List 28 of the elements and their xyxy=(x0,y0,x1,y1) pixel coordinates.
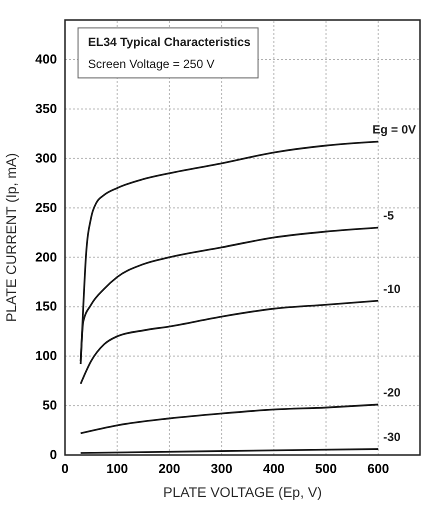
series-label: Eg = 0V xyxy=(372,122,416,137)
x-tick-label: 300 xyxy=(210,461,232,476)
y-tick-label: 350 xyxy=(35,100,57,116)
x-tick-label: 100 xyxy=(106,461,128,476)
x-axis-title: PLATE VOLTAGE (Ep, V) xyxy=(163,484,322,500)
y-tick-label: 400 xyxy=(35,52,57,67)
x-tick-label: 600 xyxy=(367,461,390,476)
line-series xyxy=(80,300,380,385)
annotation: EL34 Typical Characteristics xyxy=(88,34,251,49)
x-tick-label: 0 xyxy=(61,461,69,476)
y-tick-label: 0 xyxy=(50,447,57,462)
line-series xyxy=(80,404,380,434)
y-tick-label: 300 xyxy=(35,150,57,166)
series-label: -20 xyxy=(383,386,401,400)
y-tick-label: 150 xyxy=(35,298,57,314)
x-tick-label: 400 xyxy=(262,461,285,476)
series-label: -5 xyxy=(383,208,394,223)
y-tick-label: 200 xyxy=(35,249,57,264)
series-label: -30 xyxy=(383,430,401,444)
series-label: -10 xyxy=(383,282,401,296)
y-tick-label: 50 xyxy=(42,398,57,413)
y-tick-label: 250 xyxy=(35,200,57,215)
x-tick-label: 200 xyxy=(158,461,180,476)
annotation: Screen Voltage = 250 V xyxy=(88,56,214,71)
y-tick-label: 100 xyxy=(35,348,57,364)
y-axis-title: PLATE CURRENT (Ip, mA) xyxy=(3,152,19,322)
line-series xyxy=(80,140,380,365)
x-tick-label: 500 xyxy=(315,461,337,476)
